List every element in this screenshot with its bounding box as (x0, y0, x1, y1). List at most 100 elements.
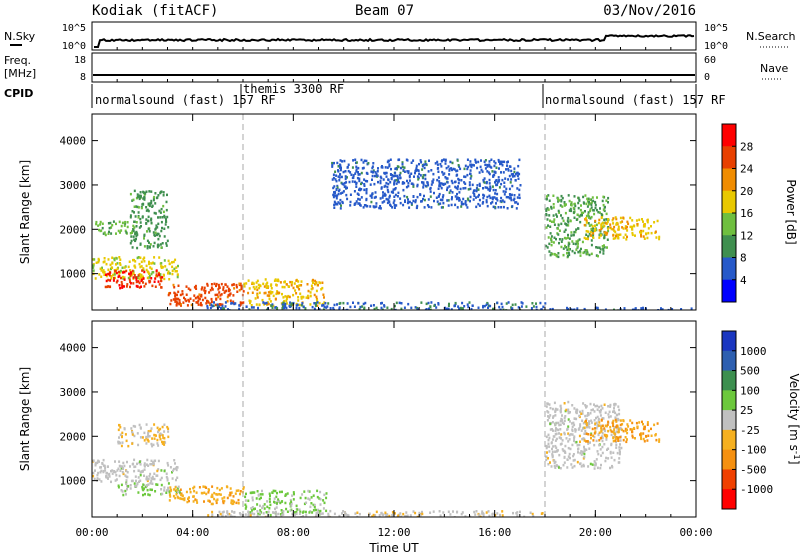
power-data-cell (416, 175, 419, 178)
power-data-cell (355, 165, 358, 169)
power-data-cell (395, 182, 398, 185)
velocity-colorbar-tick-label: 1000 (740, 345, 767, 358)
power-data-cell (390, 190, 393, 194)
power-data-cell (430, 206, 433, 209)
power-data-cell (332, 195, 335, 199)
velocity-data-cell (250, 507, 253, 510)
power-data-cell (133, 205, 136, 208)
power-data-cell (406, 195, 409, 199)
power-data-cell (105, 262, 108, 266)
power-data-cell (622, 236, 625, 239)
velocity-data-cell (595, 421, 598, 424)
power-data-cell (546, 195, 548, 198)
power-data-cell (193, 294, 196, 297)
power-data-cell (516, 196, 519, 199)
power-data-cell (119, 269, 122, 273)
power-data-cell (349, 171, 352, 174)
power-data-cell (408, 179, 411, 182)
power-data-cell (140, 260, 143, 264)
power-data-cell (151, 205, 154, 208)
power-data-cell (584, 194, 587, 197)
velocity-data-cell (549, 422, 552, 426)
velocity-data-cell (516, 514, 519, 517)
power-data-cell (414, 200, 417, 204)
power-data-cell (344, 175, 347, 178)
velocity-data-cell (211, 510, 214, 514)
velocity-data-cell (166, 461, 169, 465)
power-data-cell (632, 308, 635, 310)
velocity-data-cell (174, 496, 177, 500)
power-data-cell (373, 196, 376, 199)
power-data-cell (140, 273, 143, 277)
power-data-cell (339, 192, 342, 195)
velocity-data-cell (229, 514, 232, 517)
velocity-data-cell (585, 448, 588, 451)
power-data-cell (359, 188, 362, 192)
power-data-cell (561, 238, 564, 241)
power-data-cell (617, 228, 620, 231)
power-data-cell (387, 190, 390, 194)
power-data-cell (159, 191, 162, 195)
velocity-data-cell (596, 415, 599, 419)
power-data-cell (625, 238, 628, 241)
velocity-data-cell (322, 507, 325, 510)
velocity-data-cell (152, 461, 155, 464)
power-data-cell (488, 172, 491, 176)
power-data-cell (535, 308, 538, 310)
power-data-cell (372, 170, 375, 174)
power-data-cell (407, 182, 410, 185)
velocity-data-cell (263, 507, 266, 510)
power-data-cell (342, 190, 345, 193)
velocity-data-cell (586, 414, 589, 417)
power-data-cell (331, 161, 334, 165)
power-data-cell (145, 206, 148, 209)
velocity-data-cell (245, 492, 247, 496)
power-colorbar-tick-label: 16 (740, 207, 753, 220)
power-data-cell (588, 253, 591, 257)
power-data-cell (172, 298, 175, 301)
velocity-data-cell (153, 433, 156, 437)
velocity-data-cell (133, 434, 136, 438)
velocity-data-cell (251, 506, 254, 509)
velocity-data-cell (584, 404, 587, 407)
power-data-cell (175, 297, 178, 300)
velocity-data-cell (594, 422, 597, 425)
power-data-cell (601, 199, 604, 203)
power-data-cell (563, 230, 566, 233)
power-data-cell (615, 233, 618, 236)
velocity-data-cell (120, 444, 123, 448)
power-data-cell (450, 203, 453, 207)
power-data-cell (227, 308, 229, 310)
power-data-cell (99, 223, 102, 226)
cpid-segment-2: themis 3300 RF (243, 82, 344, 96)
power-data-cell (512, 173, 515, 176)
velocity-data-cell (319, 512, 322, 516)
velocity-data-cell (146, 479, 149, 483)
velocity-colorbar-swatch (722, 331, 736, 352)
power-data-cell (477, 195, 480, 198)
power-data-cell (567, 251, 570, 255)
velocity-data-cell (247, 510, 250, 513)
power-data-cell (645, 232, 647, 235)
power-data-cell (546, 246, 549, 249)
power-data-cell (600, 216, 603, 219)
velocity-data-cell (317, 511, 320, 514)
power-data-cell (365, 159, 368, 163)
power-data-cell (482, 196, 485, 200)
velocity-data-cell (202, 485, 205, 488)
velocity-data-cell (582, 421, 585, 425)
velocity-data-cell (176, 495, 179, 499)
velocity-data-cell (593, 432, 596, 435)
power-data-cell (450, 179, 453, 183)
power-data-cell (408, 200, 411, 204)
power-data-cell (142, 281, 144, 284)
power-data-cell (500, 182, 503, 186)
power-panel-bg (92, 114, 696, 310)
velocity-data-cell (201, 492, 204, 495)
power-data-cell (177, 284, 180, 287)
velocity-data-cell (119, 441, 122, 445)
velocity-data-cell (294, 511, 296, 514)
velocity-data-cell (585, 417, 588, 421)
power-data-cell (548, 214, 551, 217)
power-data-cell (309, 303, 312, 306)
